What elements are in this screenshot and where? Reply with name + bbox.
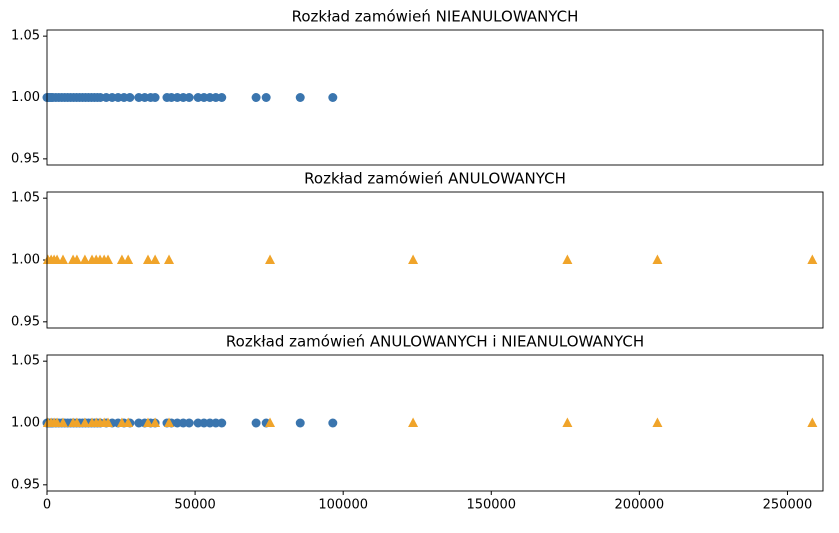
plot-frame [46, 191, 824, 329]
panel-title: Rozkład zamówień NIEANULOWANYCH [292, 8, 579, 26]
triangle-point [71, 417, 82, 427]
circle-point [328, 418, 338, 428]
circle-point [217, 418, 227, 428]
triangle-point [408, 254, 419, 264]
triangle-point [562, 254, 573, 264]
x-tick-label: 150000 [466, 498, 516, 513]
y-tick-label: 1.05 [11, 191, 40, 206]
triangle-point [79, 254, 90, 264]
triangle-point [103, 417, 114, 427]
triangle-point [142, 254, 153, 264]
triangle-point [164, 417, 175, 427]
triangle-point [57, 417, 68, 427]
triangle-point [71, 254, 82, 264]
y-tick-label: 1.05 [11, 29, 40, 44]
triangle-point [265, 417, 276, 427]
triangle-point [164, 254, 175, 264]
circle-point [217, 93, 227, 102]
circle-point [150, 93, 160, 102]
circle-point [184, 418, 194, 428]
triangle-point [807, 254, 818, 264]
circle-point [251, 418, 261, 428]
triangle-point [123, 417, 134, 427]
triangle-point [150, 254, 161, 264]
y-tick-label: 0.95 [11, 151, 40, 166]
y-tick-label: 0.95 [11, 314, 40, 329]
circle-point [328, 93, 338, 102]
triangle-point [57, 254, 68, 264]
circle-point [251, 93, 261, 102]
y-tick-label: 1.00 [11, 253, 40, 268]
triangle-point [142, 417, 153, 427]
circle-point [184, 93, 194, 102]
triangle-point [79, 417, 90, 427]
triangle-point [150, 417, 161, 427]
panel-title: Rozkład zamówień ANULOWANYCH [304, 170, 566, 188]
x-tick-label: 0 [43, 498, 51, 513]
y-tick-label: 1.00 [11, 90, 40, 105]
triangle-point [408, 417, 419, 427]
circle-point [295, 418, 305, 428]
circle-point [125, 93, 135, 102]
circle-point [261, 93, 271, 102]
y-tick-label: 0.95 [11, 477, 40, 492]
x-tick-label: 100000 [318, 498, 368, 513]
circle-point [295, 93, 305, 102]
x-tick-label: 50000 [174, 498, 215, 513]
triangle-point [103, 254, 114, 264]
triangle-point [807, 417, 818, 427]
panel-title: Rozkład zamówień ANULOWANYCH i NIEANULOW… [226, 333, 644, 351]
plot-frame [46, 29, 824, 166]
x-tick-label: 200000 [615, 498, 665, 513]
triangle-point [123, 254, 134, 264]
y-tick-label: 1.00 [11, 416, 40, 431]
triangle-point [562, 417, 573, 427]
triangle-point [265, 254, 276, 264]
y-tick-label: 1.05 [11, 354, 40, 369]
x-tick-label: 250000 [763, 498, 813, 513]
triangle-point [652, 417, 663, 427]
plot-frame [46, 354, 824, 492]
triangle-point [652, 254, 663, 264]
